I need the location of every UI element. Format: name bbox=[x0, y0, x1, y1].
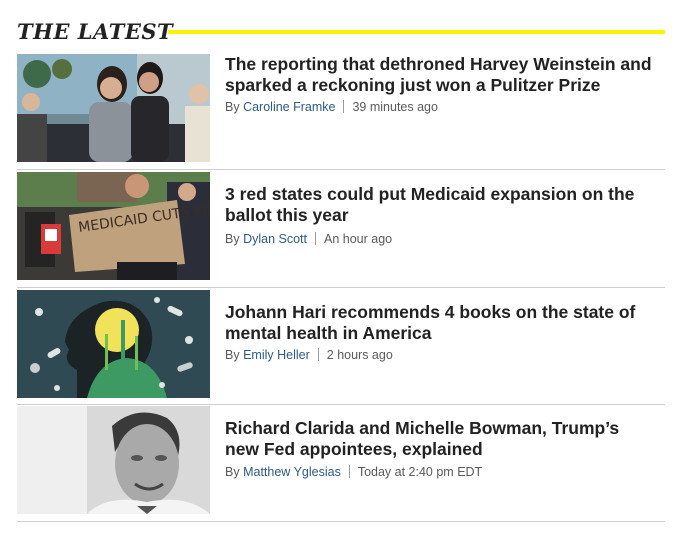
byline-divider bbox=[343, 100, 345, 113]
byline-prefix: By bbox=[225, 348, 240, 362]
section-header: THE LATEST bbox=[17, 17, 665, 47]
story-timestamp: An hour ago bbox=[324, 232, 393, 246]
story-divider bbox=[17, 404, 665, 405]
story-timestamp: 39 minutes ago bbox=[352, 100, 438, 114]
byline-prefix: By bbox=[225, 465, 240, 479]
section-title: THE LATEST bbox=[17, 19, 174, 44]
story-byline: By Emily Heller 2 hours ago bbox=[225, 348, 393, 362]
two-women-at-event-photo bbox=[17, 54, 210, 162]
head-silhouette-pills-illustration bbox=[17, 290, 210, 398]
story-headline[interactable]: The reporting that dethroned Harvey Wein… bbox=[225, 54, 655, 96]
story-thumbnail-photo[interactable] bbox=[17, 290, 210, 398]
story-divider bbox=[17, 521, 665, 522]
section-accent-rule bbox=[168, 30, 665, 34]
story-divider bbox=[17, 287, 665, 288]
story-headline[interactable]: Richard Clarida and Michelle Bowman, Tru… bbox=[225, 418, 655, 460]
story-byline: By Matthew Yglesias Today at 2:40 pm EDT bbox=[225, 465, 482, 479]
author-link[interactable]: Matthew Yglesias bbox=[243, 465, 341, 479]
author-link[interactable]: Emily Heller bbox=[243, 348, 310, 362]
story-byline: By Caroline Framke 39 minutes ago bbox=[225, 100, 438, 114]
byline-prefix: By bbox=[225, 232, 240, 246]
story-headline-link[interactable]: Johann Hari recommends 4 books on the st… bbox=[225, 302, 636, 343]
story-headline[interactable]: 3 red states could put Medicaid expansio… bbox=[225, 184, 655, 226]
byline-divider bbox=[348, 465, 350, 478]
byline-divider bbox=[317, 348, 319, 361]
byline-divider bbox=[315, 232, 316, 245]
story-thumbnail-photo[interactable]: MEDICAID CUTS KILL bbox=[17, 172, 210, 280]
story-headline-link[interactable]: The reporting that dethroned Harvey Wein… bbox=[225, 54, 652, 95]
story-thumbnail-photo[interactable] bbox=[17, 406, 210, 514]
story-thumbnail-photo[interactable] bbox=[17, 54, 210, 162]
story-headline-link[interactable]: Richard Clarida and Michelle Bowman, Tru… bbox=[225, 418, 620, 459]
story-item: MEDICAID CUTS KILL 3 red states could pu… bbox=[17, 172, 665, 282]
story-item: Richard Clarida and Michelle Bowman, Tru… bbox=[17, 406, 665, 516]
author-link[interactable]: Caroline Framke bbox=[243, 100, 336, 114]
story-byline: By Dylan Scott An hour ago bbox=[225, 232, 392, 246]
byline-prefix: By bbox=[225, 100, 240, 114]
story-timestamp: 2 hours ago bbox=[326, 348, 393, 362]
story-item: Johann Hari recommends 4 books on the st… bbox=[17, 290, 665, 400]
story-divider bbox=[17, 169, 665, 170]
author-link[interactable]: Dylan Scott bbox=[243, 232, 307, 246]
man-portrait-bw-photo bbox=[17, 406, 210, 514]
story-headline[interactable]: Johann Hari recommends 4 books on the st… bbox=[225, 302, 655, 344]
story-item: The reporting that dethroned Harvey Wein… bbox=[17, 54, 665, 164]
story-headline-link[interactable]: 3 red states could put Medicaid expansio… bbox=[225, 184, 635, 225]
story-timestamp: Today at 2:40 pm EDT bbox=[357, 465, 483, 479]
protest-sign-photo: MEDICAID CUTS KILL bbox=[17, 172, 210, 280]
